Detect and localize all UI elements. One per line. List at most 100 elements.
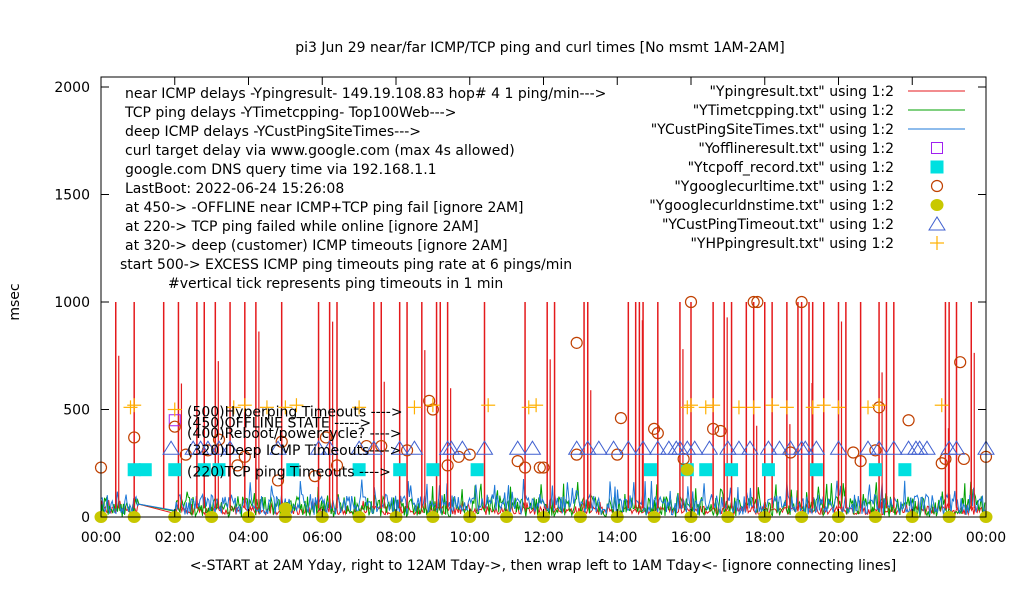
y-tick-label: 1500 <box>54 188 90 204</box>
filled-square-marker <box>868 463 882 477</box>
open-triangle-marker <box>947 440 966 455</box>
x-tick-label: 20:00 <box>818 530 858 546</box>
open-circle-marker <box>570 336 583 349</box>
legend-label: "YHPpingresult.txt" using 1:2 <box>690 236 894 252</box>
open-triangle-marker <box>589 440 608 455</box>
x-tick-label: 18:00 <box>745 530 785 546</box>
filled-square-marker <box>643 463 657 477</box>
filled-square-marker <box>725 463 739 477</box>
open-triangle-marker <box>442 440 461 455</box>
open-circle-marker <box>308 470 321 483</box>
open-circle-marker <box>212 433 226 446</box>
x-tick-label: 00:00 <box>81 530 121 546</box>
legend-label: "Ygooglecurltime.txt" using 1:2 <box>674 179 894 195</box>
filled-square-marker <box>168 463 182 477</box>
open-circle-marker <box>651 427 664 440</box>
x-tick-label: 22:00 <box>892 530 932 546</box>
chart-title: pi3 Jun 29 near/far ICMP/TCP ping and cu… <box>295 40 784 56</box>
open-triangle-marker <box>320 440 339 455</box>
open-triangle-marker <box>210 440 228 455</box>
annotation-text: google.com DNS query time via 192.168.1.… <box>125 162 437 178</box>
open-circle-marker <box>847 446 860 459</box>
level-label: (500)Hyperping Timeouts ----> <box>187 405 403 421</box>
filled-square-marker <box>470 463 484 477</box>
open-circle-marker <box>957 452 970 466</box>
open-triangle-marker <box>730 440 748 455</box>
open-circle-marker <box>537 461 550 474</box>
open-triangle-marker <box>781 440 800 455</box>
open-circle-marker <box>168 420 181 433</box>
open-circle-marker <box>511 455 524 468</box>
open-triangle-marker <box>648 440 667 455</box>
open-circle-marker <box>935 457 948 470</box>
open-triangle-marker <box>350 440 369 455</box>
open-triangle-marker <box>741 440 759 455</box>
x-tick-label: 08:00 <box>376 530 416 546</box>
open-circle-marker <box>330 459 344 472</box>
annotation-text: at 450-> -OFFLINE near ICMP+TCP ping fai… <box>125 200 524 216</box>
open-circle-marker <box>902 414 915 427</box>
legend-label: "Ypingresult.txt" using 1:2 <box>709 84 894 100</box>
open-triangle-marker <box>162 440 180 455</box>
legend-label: "YCustPingTimeout.txt" using 1:2 <box>662 217 894 233</box>
annotation-text: #vertical tick represents ping timeouts … <box>168 276 503 292</box>
open-triangle-marker <box>685 440 704 455</box>
open-triangle-marker <box>700 440 719 455</box>
open-triangle-marker <box>567 440 586 455</box>
open-triangle-marker <box>390 440 409 455</box>
open-triangle-marker <box>807 440 826 455</box>
open-circle-marker <box>518 461 532 474</box>
open-circle-marker <box>747 295 760 309</box>
open-circle-marker <box>360 439 373 453</box>
open-circle-marker <box>707 422 720 435</box>
open-triangle-marker <box>918 440 936 455</box>
annotation-text: at 320-> deep (customer) ICMP timeouts [… <box>125 238 508 254</box>
filled-square-marker <box>426 463 440 477</box>
filled-square-marker <box>761 463 775 477</box>
open-triangle-marker <box>508 440 527 455</box>
open-triangle-marker <box>475 440 494 455</box>
open-triangle-marker <box>578 440 597 455</box>
x-tick-label: 00:00 <box>966 530 1006 546</box>
open-triangle-marker <box>604 440 623 455</box>
x-tick-label: 06:00 <box>302 530 342 546</box>
filled-square-marker <box>286 463 300 477</box>
open-circle-marker <box>441 459 454 472</box>
level-label: (320)Deep ICMP Timeouts----> <box>187 443 401 459</box>
open-triangle-marker <box>364 440 383 455</box>
filled-circle-marker <box>278 502 292 515</box>
y-tick-label: 1000 <box>54 295 90 311</box>
filled-square-marker <box>809 463 823 477</box>
open-circle-marker <box>375 439 388 453</box>
annotation-text: at 220-> TCP ping failed while online [i… <box>125 219 479 235</box>
open-square-marker <box>931 142 943 154</box>
series-line-2 <box>100 478 986 516</box>
filled-square-marker <box>352 463 366 477</box>
open-triangle-marker <box>884 440 903 455</box>
open-triangle-marker <box>634 440 652 455</box>
x-tick-label: 12:00 <box>523 530 563 546</box>
open-triangle-marker <box>269 440 287 455</box>
legend-label: "YTimetcpping.txt" using 1:2 <box>693 103 894 119</box>
x-axis-label: <-START at 2AM Yday, right to 12AM Tday-… <box>190 558 896 574</box>
open-circle-marker <box>854 455 867 468</box>
open-circle-marker <box>684 295 698 309</box>
open-triangle-marker <box>796 440 815 455</box>
open-triangle-marker <box>619 440 638 455</box>
open-circle-marker <box>954 356 967 369</box>
legend: "Ypingresult.txt" using 1:2 "YTimetcpping… <box>649 84 965 252</box>
annotation-text: LastBoot: 2022-06-24 15:26:08 <box>125 181 344 197</box>
legend-label: "Ygooglecurldnstime.txt" using 1:2 <box>649 198 894 214</box>
open-circle-marker <box>939 452 952 466</box>
open-triangle-marker <box>928 216 946 231</box>
filled-square-marker <box>138 463 152 477</box>
filled-circle-marker <box>680 463 694 476</box>
x-tick-label: 02:00 <box>155 530 195 546</box>
annotation-text: deep ICMP delays -YCustPingSiteTimes---> <box>125 124 421 140</box>
filled-square-marker <box>212 463 226 477</box>
open-circle-marker <box>238 450 251 463</box>
annotation-text: start 500-> EXCESS ICMP ping timeouts pi… <box>120 257 572 273</box>
open-circle-marker <box>648 422 661 435</box>
open-triangle-marker <box>759 440 778 455</box>
open-triangle-marker <box>199 440 217 455</box>
